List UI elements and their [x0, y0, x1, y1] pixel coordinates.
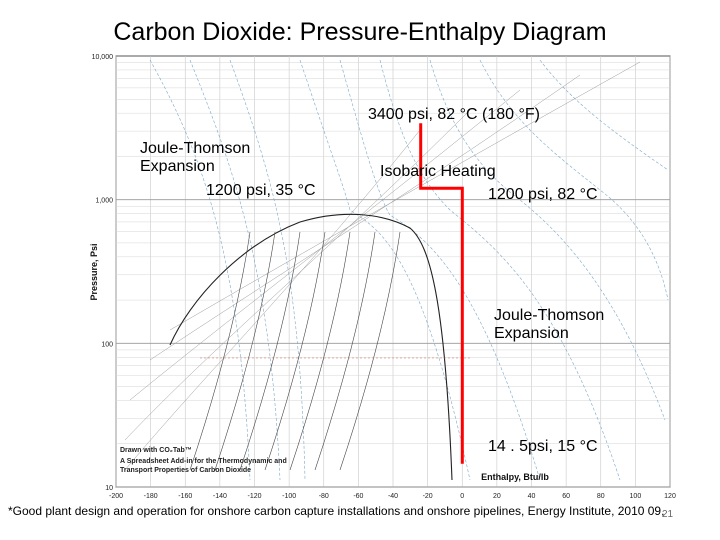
footnote: *Good plant design and operation for ons… — [8, 504, 665, 518]
x-tick-label: 80 — [597, 493, 605, 500]
x-tick-label: -60 — [353, 493, 363, 500]
y-tick-label: 1,000 — [95, 198, 113, 205]
isotherm-curve — [149, 59, 251, 481]
annotation-1200-psi-35c: 1200 psi, 35 °C — [206, 182, 316, 199]
x-tick-label: 40 — [528, 493, 536, 500]
x-tick-label: -140 — [213, 493, 227, 500]
isentrope-curve — [169, 61, 641, 331]
saturation-dome — [169, 213, 453, 481]
credit-line-2: A Spreadsheet Add-in for the Thermodynam… — [120, 458, 287, 465]
quality-line — [339, 231, 401, 471]
annotation-jt-expansion-2-line2: Expansion — [494, 325, 569, 342]
slide-title: Carbon Dioxide: Pressure-Enthalpy Diagra… — [113, 18, 607, 46]
quality-line — [214, 231, 276, 471]
x-tick-label: 20 — [493, 493, 501, 500]
isentrope-curve — [129, 89, 521, 401]
annotation-jt-expansion-2: Joule-Thomson Expansion — [494, 307, 604, 343]
x-tick-label: -100 — [282, 493, 296, 500]
y-tick-label: 100 — [101, 341, 113, 348]
credit-line-3: Transport Properties of Carbon Dioxide — [120, 467, 252, 474]
credit-line-1: Drawn with CO₂Tab™ — [120, 447, 192, 454]
x-tick-label: -200 — [109, 493, 123, 500]
x-tick-label: 60 — [562, 493, 570, 500]
annotation-bottom: 14 . 5psi, 15 °C — [488, 438, 598, 455]
x-tick-label: 0 — [460, 493, 464, 500]
x-axis-label: Enthalpy, Btu/lb — [481, 472, 549, 482]
quality-line — [264, 231, 326, 471]
x-tick-label: 120 — [664, 493, 676, 500]
quality-line — [189, 231, 251, 471]
isentrope-curve — [149, 74, 581, 361]
isotherm-curve — [299, 59, 471, 481]
y-tick-label: 10 — [105, 485, 113, 492]
annotation-jt-expansion-2-line1: Joule-Thomson — [494, 307, 605, 324]
x-tick-label: -180 — [144, 493, 158, 500]
x-tick-label: -160 — [178, 493, 192, 500]
x-tick-label: -80 — [319, 493, 329, 500]
annotation-jt-expansion-1-line1: Joule-Thomson — [140, 140, 251, 157]
isotherm-curve — [339, 59, 541, 481]
isotherm-curve — [429, 59, 666, 421]
annotation-isobaric-heating: Isobaric Heating — [380, 163, 496, 180]
y-axis-label: Pressure, Psi — [89, 243, 99, 300]
annotation-top: 3400 psi, 82 °C (180 °F) — [368, 106, 540, 123]
y-tick-label: 10,000 — [92, 54, 114, 61]
x-tick-label: -20 — [423, 493, 433, 500]
quality-line — [239, 231, 301, 471]
annotation-jt-expansion-1-line2: Expansion — [140, 158, 215, 175]
quality-line — [289, 231, 351, 471]
process-path — [419, 123, 464, 464]
isentrope-curve — [124, 129, 421, 471]
annotation-1200-psi-82c: 1200 psi, 82 °C — [488, 186, 598, 203]
isotherm-curve — [379, 59, 621, 481]
page-number: 21 — [662, 509, 674, 520]
quality-line — [314, 231, 376, 471]
x-tick-label: -120 — [247, 493, 261, 500]
x-tick-label: 100 — [630, 493, 642, 500]
x-tick-label: -40 — [388, 493, 398, 500]
isentrope-curve — [124, 109, 471, 441]
isotherm-curve — [229, 59, 306, 481]
annotation-jt-expansion-1: Joule-Thomson Expansion — [140, 140, 250, 176]
isotherm-curve — [539, 59, 669, 171]
